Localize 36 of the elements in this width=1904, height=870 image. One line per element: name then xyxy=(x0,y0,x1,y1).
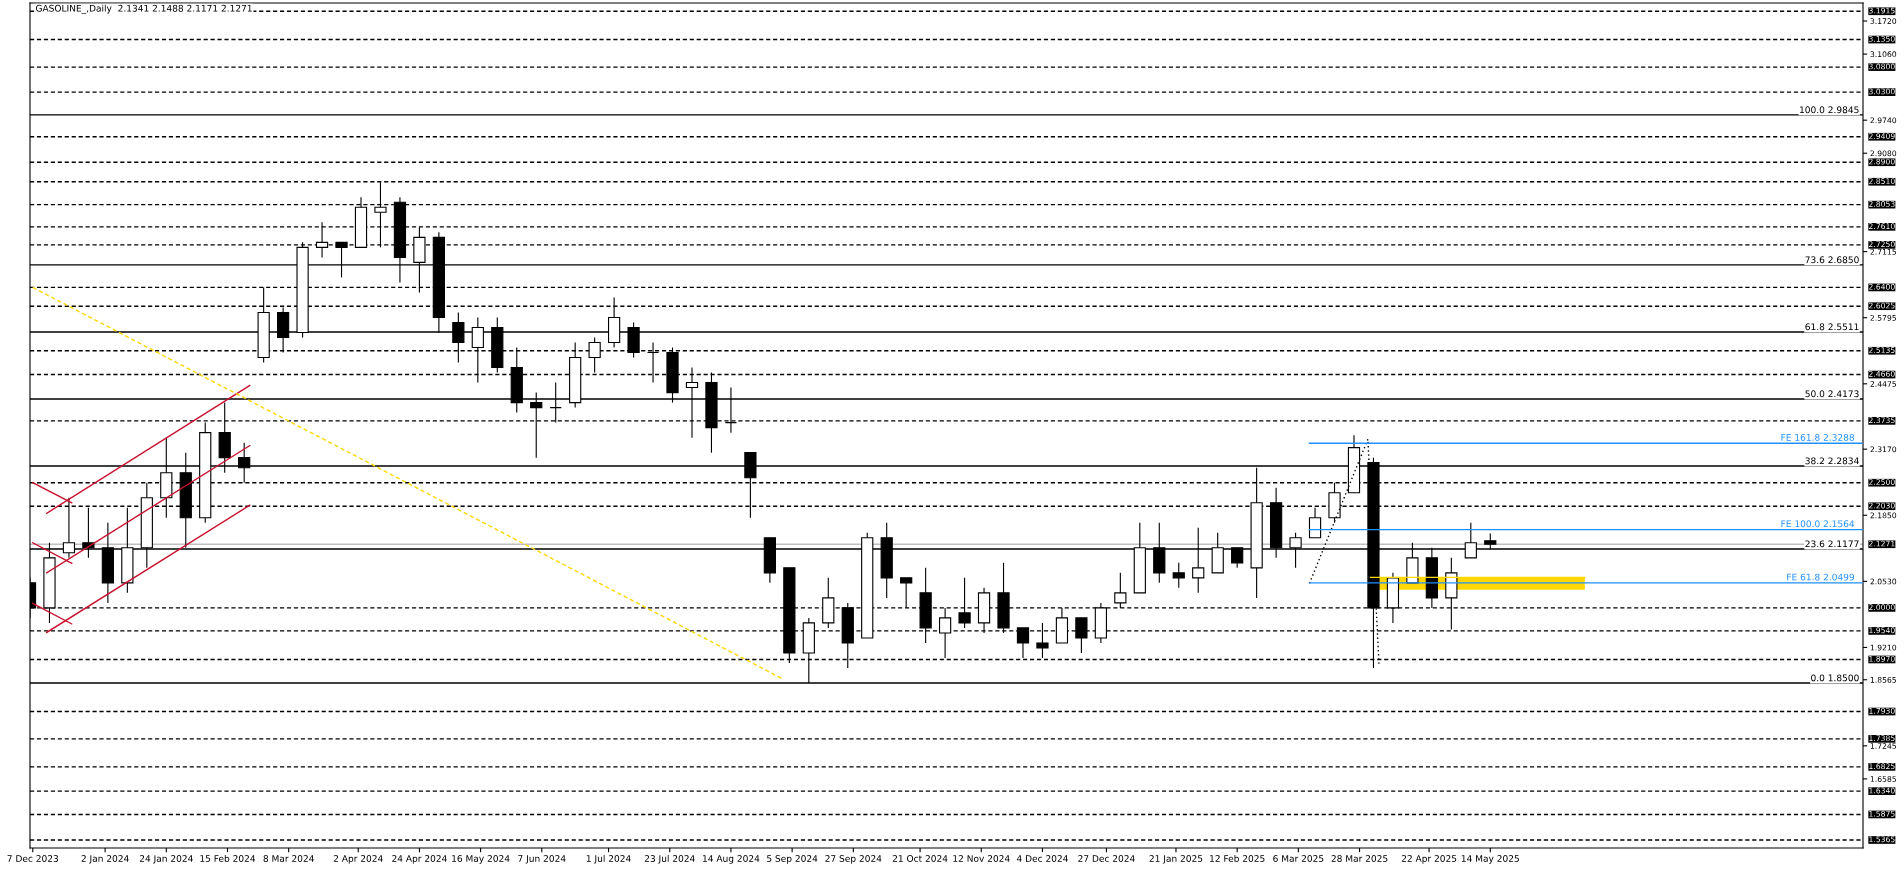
series-label: FE 161.8 2.3288 xyxy=(1781,433,1855,441)
x-tick-label: 12 Feb 2025 xyxy=(1210,854,1265,862)
x-tick-label: 28 Mar 2025 xyxy=(1331,855,1388,862)
ref-line-label: 73.6 2.6850 xyxy=(1805,256,1859,264)
ref-line-label: 50.0 2.4173 xyxy=(1805,390,1859,398)
x-tick-label: 4 Dec 2024 xyxy=(1016,855,1068,862)
series-label: FE 100.0 2.1564 xyxy=(1781,520,1855,528)
x-tick-label: 5 Sep 2024 xyxy=(767,855,818,864)
x-tick-label: 8 Mar 2024 xyxy=(263,855,314,862)
x-tick-label: 14 May 2025 xyxy=(1461,855,1519,864)
x-tick-label: 23 Jul 2024 xyxy=(644,854,695,864)
x-tick-label: 21 Jan 2025 xyxy=(1149,855,1203,864)
ref-line-label: 23.6 2.1177 xyxy=(1805,540,1859,548)
x-tick-label: 1 Jul 2024 xyxy=(586,854,631,864)
x-tick-label: 7 Jun 2024 xyxy=(518,855,566,864)
ref-line-label: 100.0 2.9845 xyxy=(1800,106,1859,114)
candlestick xyxy=(1172,562,1185,589)
series-label: FE 61.8 2.0499 xyxy=(1787,573,1855,581)
x-tick-label: 27 Sep 2024 xyxy=(825,855,882,864)
x-tick-label: 24 Apr 2024 xyxy=(392,855,447,864)
x-tick-label: 12 Nov 2024 xyxy=(953,855,1010,862)
x-tick-label: 16 May 2024 xyxy=(452,855,510,864)
ref-line-label: 61.8 2.5511 xyxy=(1805,323,1859,331)
x-tick-label: 27 Dec 2024 xyxy=(1078,855,1135,862)
ref-line-label: 38.2 2.2834 xyxy=(1805,457,1859,465)
x-tick-label: 14 Aug 2024 xyxy=(703,855,760,864)
x-tick-label: 2 Jan 2024 xyxy=(81,855,129,864)
x-tick-label: 21 Oct 2024 xyxy=(892,855,948,862)
chart-title: GASOLINE_,Daily 2.1341 2.1488 2.1171 2.1271 xyxy=(36,4,252,14)
x-tick-label: 7 Dec 2023 xyxy=(7,855,59,862)
x-tick-label: 22 Apr 2025 xyxy=(1401,855,1457,864)
x-tick-label: 6 Mar 2025 xyxy=(1273,855,1324,862)
ref-line-label: 0.0 1.8500 xyxy=(1811,674,1859,682)
x-tick-label: 2 Apr 2024 xyxy=(333,855,383,864)
x-tick-label: 15 Feb 2024 xyxy=(200,854,256,862)
x-tick-label: 24 Jan 2024 xyxy=(139,855,193,864)
